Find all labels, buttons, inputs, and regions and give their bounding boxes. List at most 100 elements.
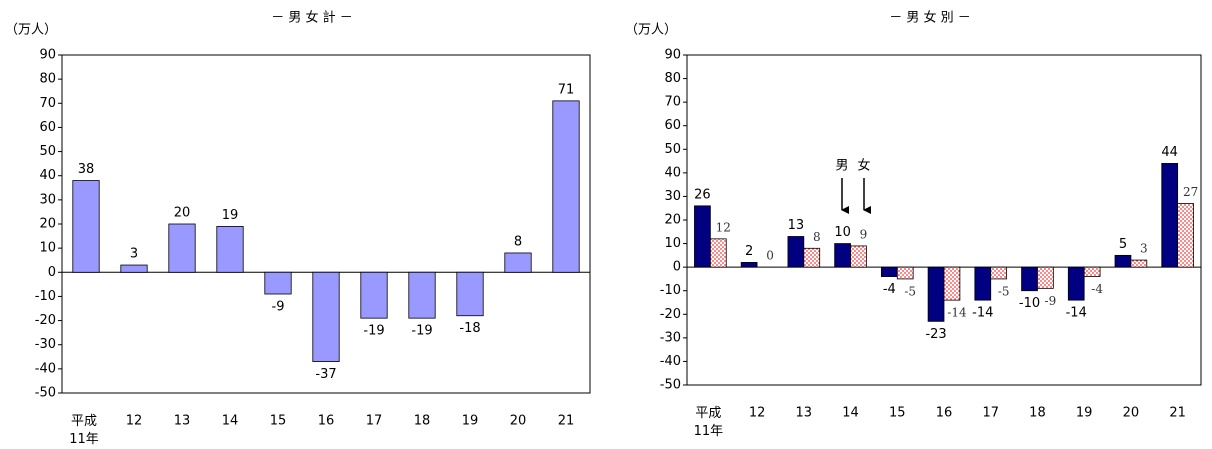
data-label: 26	[694, 187, 711, 202]
data-label: 38	[78, 162, 95, 177]
bar	[896, 266, 914, 280]
y-tick-label: -30	[35, 337, 56, 352]
y-tick-label: 30	[664, 189, 681, 204]
y-tick-label: 40	[664, 165, 681, 180]
bar	[927, 266, 945, 322]
y-tick-label: -50	[660, 378, 681, 393]
y-tick-label: 0	[673, 260, 681, 275]
y-tick-label: -20	[660, 307, 681, 322]
bar	[974, 266, 992, 301]
x-tick-label: 12	[126, 414, 143, 429]
x-tick-label: 21	[558, 414, 575, 429]
legend-label: 女	[857, 158, 870, 174]
bar	[504, 252, 532, 273]
data-label: 10	[834, 225, 851, 240]
y-tick-label: -50	[35, 386, 56, 401]
data-label: -5	[904, 284, 916, 298]
bar	[1114, 254, 1132, 268]
bar	[709, 238, 727, 268]
data-label: -14	[972, 306, 993, 321]
x-tick-label: 平成 11年	[69, 414, 99, 447]
bar	[1067, 266, 1085, 301]
y-axis-label: （万人）	[625, 23, 677, 38]
data-label: -4	[1091, 282, 1103, 296]
data-label: -14	[1066, 306, 1087, 321]
y-tick-label: 60	[39, 120, 56, 135]
data-label: 9	[860, 227, 868, 241]
x-tick-label: 13	[174, 414, 191, 429]
y-tick-label: 80	[39, 72, 56, 87]
x-tick-label: 15	[270, 414, 287, 429]
x-tick-label: 21	[1169, 406, 1186, 421]
y-tick-label: 0	[48, 265, 56, 280]
x-tick-label: 20	[510, 414, 527, 429]
bar	[943, 266, 961, 301]
bar	[168, 223, 196, 273]
bar	[264, 271, 292, 295]
y-tick-label: 50	[664, 142, 681, 157]
x-tick-label: 14	[842, 406, 859, 421]
y-tick-label: -40	[35, 361, 56, 376]
data-label: -23	[925, 327, 946, 342]
data-label: -19	[411, 324, 432, 339]
y-tick-label: 30	[39, 192, 56, 207]
data-label: -5	[998, 284, 1010, 298]
bar	[787, 236, 805, 268]
bar	[834, 243, 851, 268]
data-label: -19	[363, 324, 384, 339]
y-tick-label: 80	[664, 71, 681, 86]
data-label: 44	[1161, 145, 1178, 160]
data-label: -10	[1019, 296, 1040, 311]
data-label: 2	[745, 244, 753, 259]
data-label: -9	[272, 300, 285, 315]
x-tick-label: 平成 11年	[694, 406, 724, 439]
bar	[1177, 203, 1194, 268]
x-tick-label: 13	[796, 406, 813, 421]
y-tick-label: 70	[664, 95, 681, 110]
bar	[1130, 259, 1148, 268]
y-tick-label: -30	[660, 330, 681, 345]
y-tick-label: 90	[39, 48, 56, 63]
y-tick-label: 10	[39, 241, 56, 256]
x-tick-label: 16	[318, 414, 335, 429]
bar	[694, 205, 711, 268]
x-tick-label: 15	[889, 406, 906, 421]
data-label: -4	[883, 282, 896, 297]
y-tick-label: 20	[664, 213, 681, 228]
data-label: 13	[788, 218, 805, 233]
x-tick-label: 20	[1123, 406, 1140, 421]
bar	[312, 271, 340, 363]
data-label: 0	[766, 249, 774, 263]
data-label: 12	[716, 220, 731, 234]
data-label: 20	[174, 206, 191, 221]
data-label: 5	[1119, 237, 1127, 252]
bar	[120, 264, 148, 273]
bar	[1037, 266, 1054, 289]
x-tick-label: 19	[462, 414, 479, 429]
data-label: 19	[222, 208, 239, 223]
y-tick-label: -10	[35, 289, 56, 304]
bar	[850, 245, 867, 268]
x-tick-label: 18	[1029, 406, 1046, 421]
x-tick-label: 19	[1076, 406, 1093, 421]
x-tick-label: 18	[414, 414, 431, 429]
data-label: 3	[1140, 242, 1148, 256]
x-tick-label: 17	[982, 406, 999, 421]
y-tick-label: -20	[35, 313, 56, 328]
chart-title: － 男 女 別 －	[889, 10, 971, 26]
y-tick-label: -40	[660, 354, 681, 369]
x-tick-label: 16	[936, 406, 953, 421]
x-tick-label: 17	[366, 414, 383, 429]
bar	[1083, 266, 1101, 277]
bar	[990, 266, 1008, 280]
bar	[216, 226, 244, 273]
chart-title: － 男 女 計 －	[271, 10, 353, 26]
y-tick-label: -10	[660, 283, 681, 298]
legend-label: 男	[835, 159, 848, 174]
bar	[552, 100, 580, 273]
bar	[740, 262, 758, 268]
y-tick-label: 10	[664, 236, 681, 251]
data-label: -14	[947, 306, 967, 320]
